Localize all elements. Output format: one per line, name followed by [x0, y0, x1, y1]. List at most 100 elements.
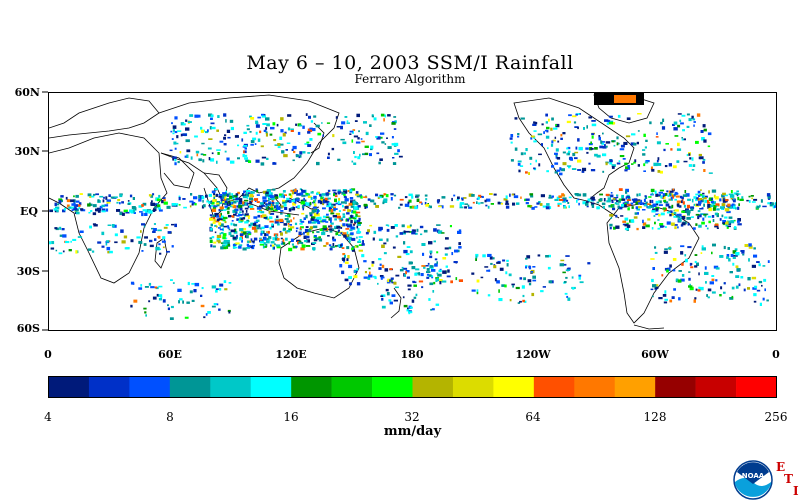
rain-pixel: [686, 210, 691, 214]
rain-pixel: [389, 301, 393, 305]
rain-pixel: [130, 281, 135, 285]
rain-pixel: [275, 219, 280, 222]
rain-pixel: [370, 148, 373, 151]
colorbar-cell: [574, 376, 616, 398]
rain-pixel: [662, 193, 667, 196]
rain-pixel: [383, 242, 387, 245]
rain-pixel: [562, 271, 566, 274]
rain-pixel: [393, 299, 398, 302]
rain-pixel: [218, 209, 221, 212]
rain-pixel: [748, 243, 752, 247]
rain-pixel: [586, 151, 589, 154]
rain-pixel: [695, 288, 698, 291]
rain-pixel: [576, 193, 582, 197]
rain-pixel: [715, 205, 719, 207]
rain-pixel: [626, 199, 631, 201]
map-canvas: [49, 93, 776, 330]
rain-pixel: [437, 230, 443, 234]
rain-pixel: [409, 224, 412, 227]
rain-pixel: [666, 211, 671, 214]
rain-pixel: [303, 197, 305, 201]
rain-pixel: [554, 136, 557, 139]
rain-pixel: [309, 212, 313, 215]
rain-pixel: [684, 254, 687, 257]
rain-pixel: [730, 254, 734, 257]
rain-pixel: [582, 167, 587, 172]
rain-pixel: [76, 211, 80, 215]
rain-pixel: [503, 198, 508, 201]
rain-pixel: [322, 215, 327, 218]
rain-pixel: [161, 240, 166, 243]
rain-pixel: [496, 280, 500, 284]
rain-pixel: [68, 206, 72, 209]
rain-pixel: [519, 165, 524, 167]
rain-pixel: [250, 245, 253, 249]
rain-pixel: [102, 199, 105, 203]
rain-pixel: [310, 197, 313, 200]
rain-pixel: [322, 218, 327, 222]
rain-pixel: [231, 205, 234, 208]
rain-pixel: [336, 126, 341, 128]
rain-pixel: [642, 209, 646, 211]
rain-pixel: [675, 215, 680, 218]
rain-pixel: [666, 269, 669, 273]
rain-pixel: [604, 144, 606, 147]
rain-pixel: [272, 237, 275, 241]
colorbar-cell: [88, 376, 130, 398]
rain-pixel: [214, 188, 218, 191]
rain-pixel: [387, 224, 390, 227]
rain-pixel: [216, 129, 219, 132]
rain-pixel: [563, 198, 565, 202]
rain-pixel: [184, 316, 189, 319]
rain-pixel: [673, 127, 678, 131]
rain-pixel: [299, 192, 304, 196]
rain-pixel: [143, 225, 146, 228]
rain-pixel: [218, 218, 223, 221]
eti-logo-t: T: [784, 472, 793, 486]
rain-pixel: [663, 201, 669, 204]
rain-pixel: [337, 200, 340, 205]
rain-pixel: [525, 171, 528, 174]
rain-pixel: [295, 154, 300, 158]
rain-pixel: [255, 131, 258, 135]
rain-pixel: [700, 189, 702, 191]
rain-pixel: [299, 219, 302, 222]
rain-pixel: [341, 247, 345, 249]
rain-pixel: [647, 206, 651, 209]
rain-pixel: [381, 244, 385, 248]
rain-pixel: [707, 201, 710, 204]
rain-pixel: [142, 202, 147, 206]
rain-pixel: [655, 136, 659, 138]
colorbar-cell: [493, 376, 535, 398]
rain-pixel: [353, 275, 358, 279]
rain-pixel: [732, 199, 736, 203]
rain-pixel: [703, 139, 707, 143]
rain-pixel: [623, 204, 627, 208]
rain-pixel: [600, 141, 605, 143]
rain-pixel: [172, 158, 175, 161]
rain-pixel: [152, 230, 156, 233]
rain-pixel: [290, 129, 294, 132]
rain-pixel: [247, 245, 252, 248]
rain-pixel: [722, 220, 726, 223]
rain-pixel: [349, 133, 352, 135]
rain-pixel: [382, 200, 388, 203]
rain-pixel: [231, 195, 235, 199]
rain-pixel: [390, 277, 394, 280]
rain-pixel: [724, 216, 728, 219]
rain-pixel: [707, 288, 712, 292]
rain-pixel: [158, 209, 163, 212]
rain-pixel: [174, 116, 178, 120]
rain-pixel: [577, 138, 580, 142]
rain-pixel: [251, 244, 255, 247]
rain-pixel: [259, 238, 262, 241]
rain-pixel: [141, 204, 144, 207]
rain-pixel: [284, 218, 289, 221]
rain-pixel: [669, 198, 672, 201]
rain-pixel: [675, 195, 680, 198]
colorbar-label-16: 16: [283, 410, 299, 424]
rain-pixel: [306, 239, 310, 243]
rain-pixel: [735, 275, 740, 278]
rain-pixel: [291, 243, 294, 246]
rain-pixel: [220, 198, 223, 202]
